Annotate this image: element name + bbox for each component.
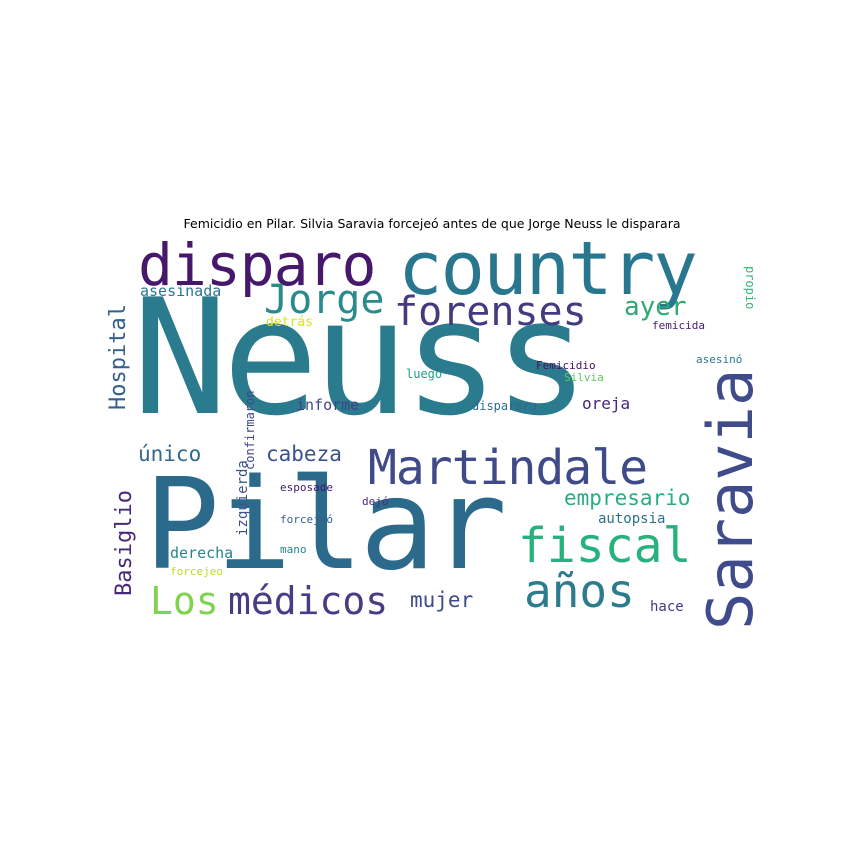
word-cabeza: cabeza bbox=[266, 442, 342, 466]
word-esposade: esposade bbox=[280, 481, 333, 494]
word-saravia: Saravia bbox=[694, 368, 764, 630]
word-derecha: derecha bbox=[170, 544, 234, 562]
word-femicida: femicida bbox=[652, 319, 705, 332]
word-asesino: asesinó bbox=[696, 353, 743, 366]
word-hace: hace bbox=[650, 599, 684, 615]
word-mano: mano bbox=[280, 543, 307, 556]
word-cloud: Neuss Pilar country disparo Jorge forens… bbox=[104, 238, 764, 630]
word-pilar: Pilar bbox=[144, 451, 507, 598]
word-forenses: forenses bbox=[394, 289, 587, 335]
word-confirmaron: confirmaron bbox=[243, 390, 257, 470]
word-neuss: Neuss bbox=[132, 264, 590, 451]
word-oreja: oreja bbox=[582, 394, 631, 413]
word-hospital: Hospital bbox=[106, 304, 131, 410]
word-forcejeo: forcejeo bbox=[170, 565, 223, 578]
word-basiglio: Basiglio bbox=[112, 490, 137, 596]
word-autopsia: autopsia bbox=[598, 511, 666, 527]
word-los: Los bbox=[150, 579, 219, 623]
word-izquierda: izquierda bbox=[235, 460, 251, 536]
word-jorge: Jorge bbox=[264, 277, 385, 323]
word-asesinada: asesinada bbox=[140, 282, 222, 300]
word-country: country bbox=[398, 238, 698, 312]
word-medicos: médicos bbox=[228, 579, 389, 623]
word-empresario: empresario bbox=[564, 486, 691, 510]
word-anos: años bbox=[524, 564, 635, 618]
word-mujer: mujer bbox=[410, 588, 474, 612]
word-silvia: Silvia bbox=[564, 371, 604, 384]
word-femicidio: Femicidio bbox=[536, 359, 596, 372]
word-informe: informe bbox=[296, 396, 360, 414]
word-dejo: dejó bbox=[362, 495, 389, 508]
word-martindale: Martindale bbox=[368, 440, 648, 496]
word-forcejeo-accent: forcejeó bbox=[280, 513, 333, 526]
word-disparara: disparara bbox=[472, 399, 538, 413]
word-unico: único bbox=[138, 442, 202, 466]
figure-title: Femicidio en Pilar. Silvia Saravia force… bbox=[183, 216, 681, 231]
word-propio: propio bbox=[743, 266, 757, 310]
word-detras: detrás bbox=[266, 315, 313, 330]
word-ayer: ayer bbox=[624, 292, 687, 322]
word-luego: luego bbox=[406, 367, 443, 381]
word-fiscal: fiscal bbox=[518, 518, 692, 574]
word-disparo: disparo bbox=[138, 238, 376, 299]
